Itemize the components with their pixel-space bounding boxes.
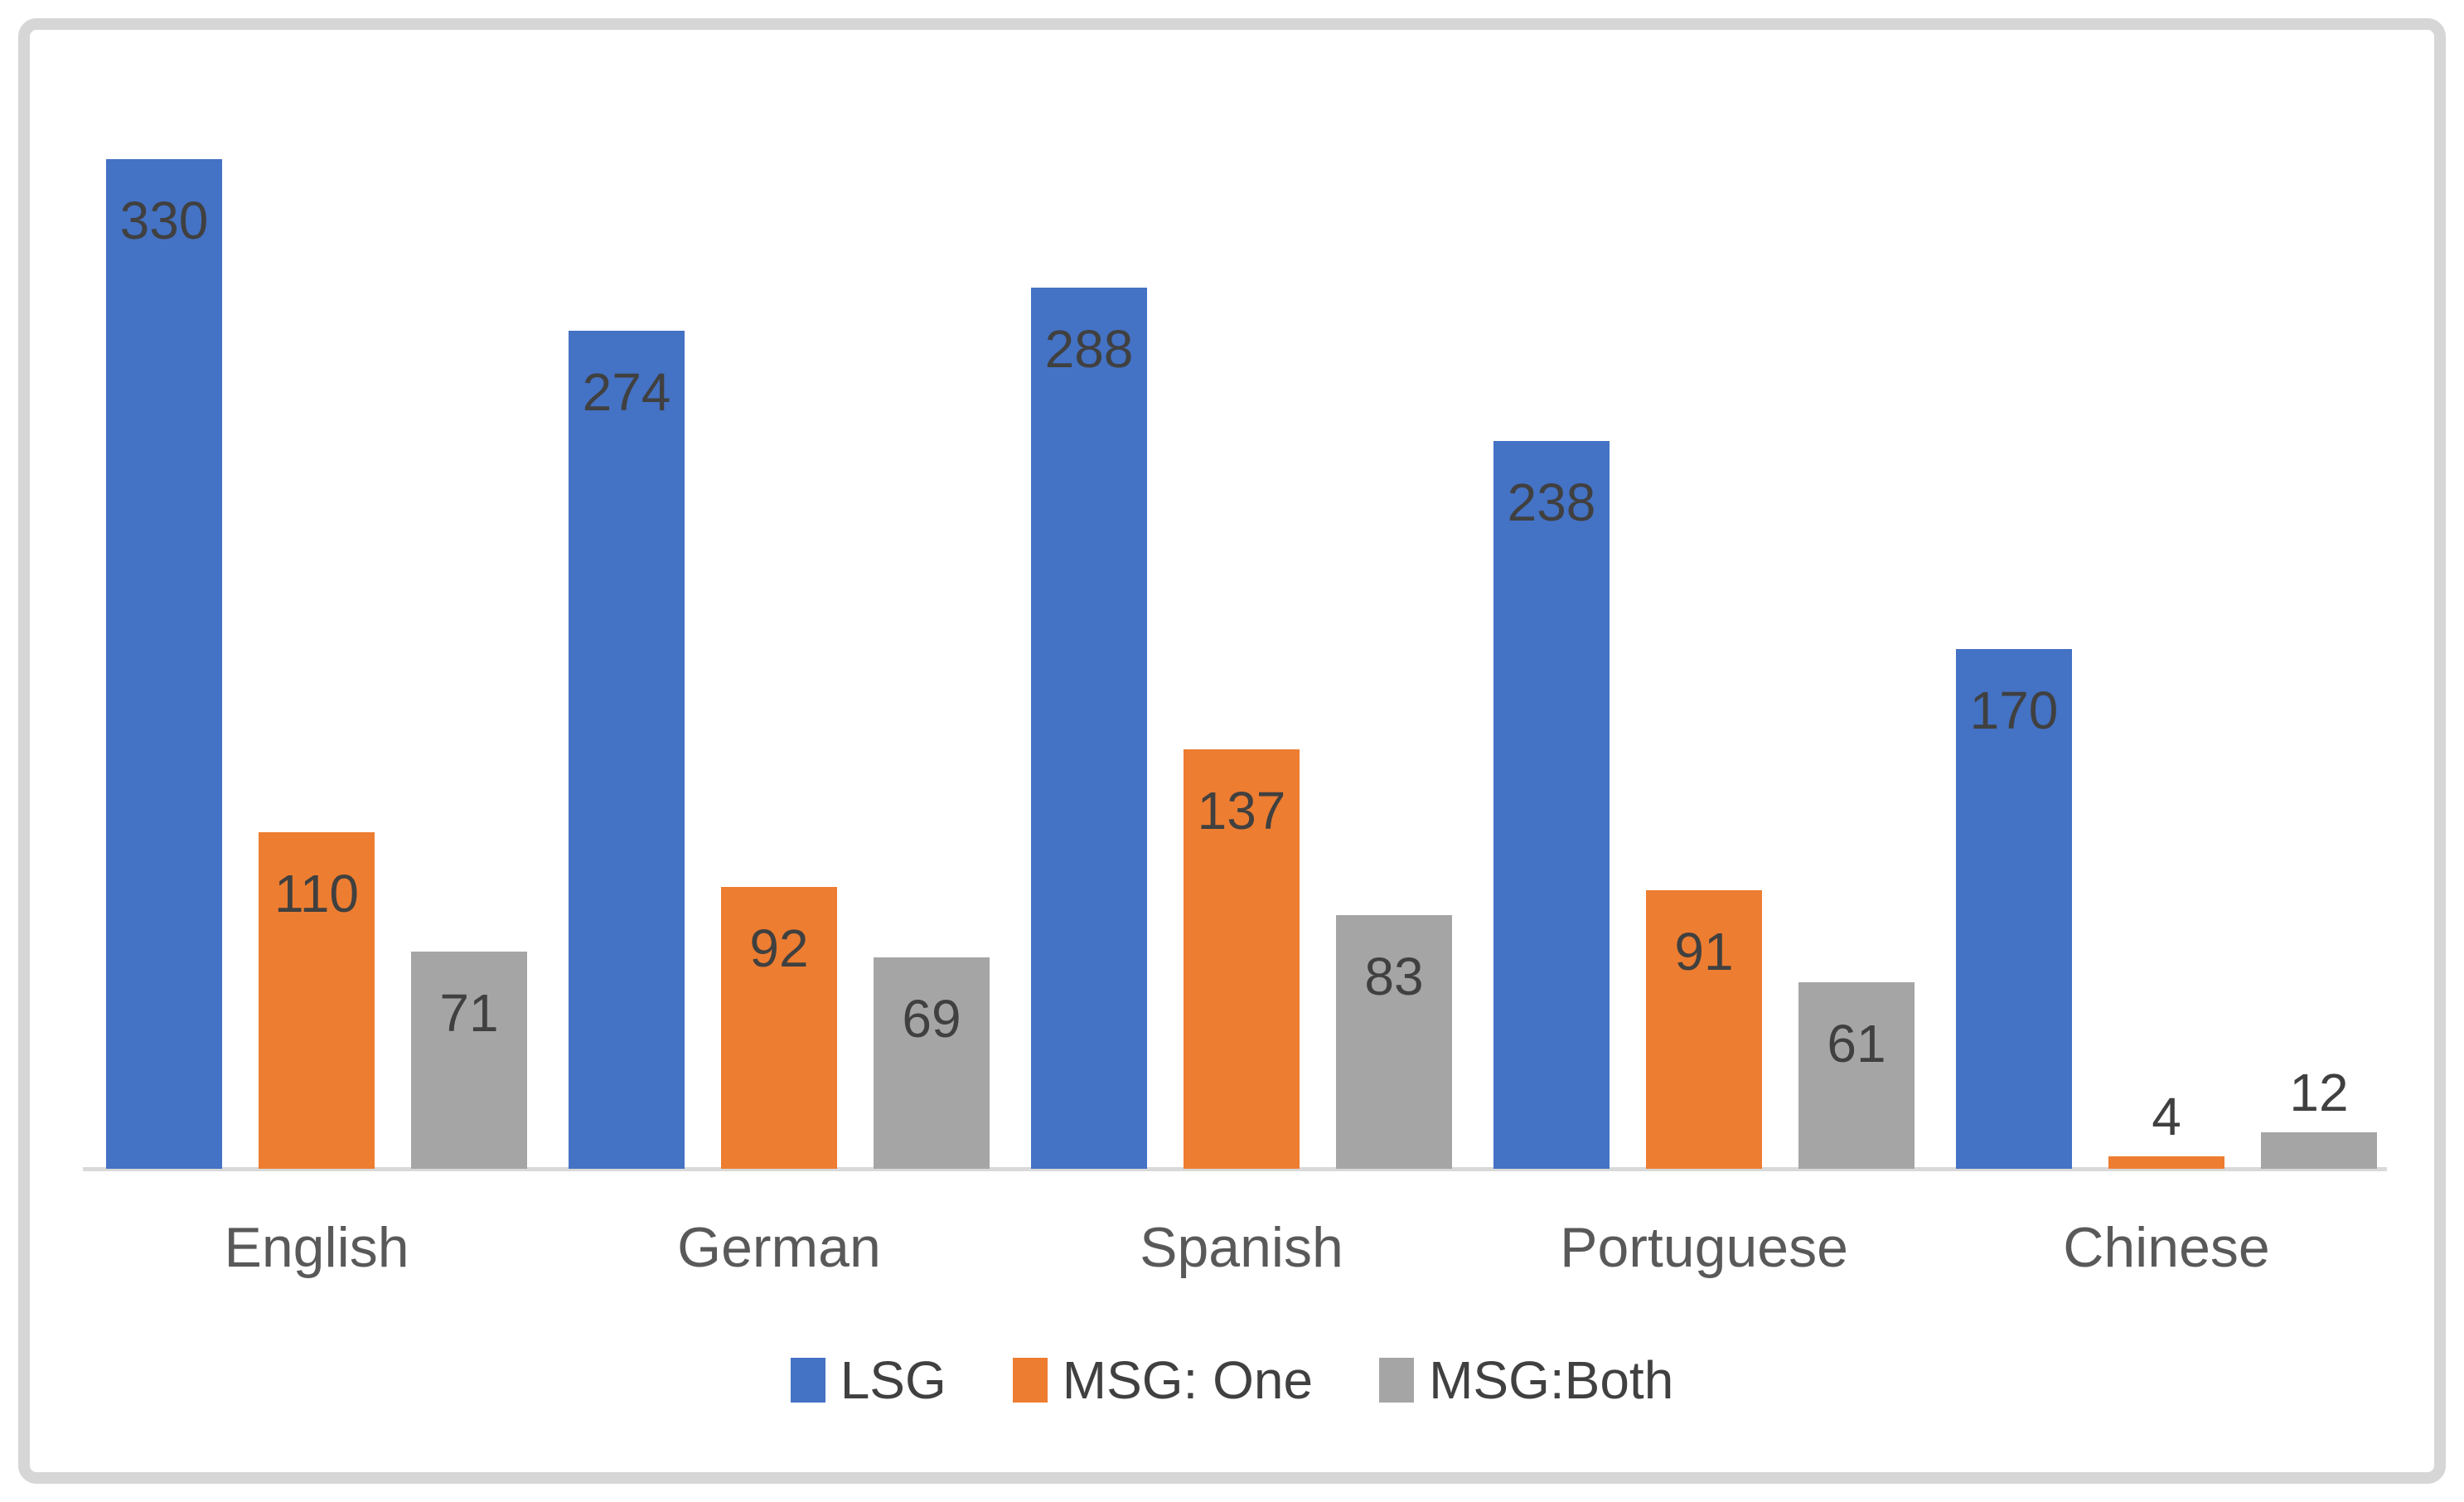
legend: LSG MSG: One MSG:Both [0, 1349, 2464, 1411]
legend-item-lsg: LSG [790, 1349, 946, 1411]
data-label-lsg-spanish: 288 [1044, 319, 1134, 379]
category-label-english: English [224, 1216, 409, 1279]
data-label-msg-one-spanish: 137 [1197, 781, 1286, 841]
category-label-german: German [677, 1216, 881, 1279]
bar-msg-one-chinese: 4 [2108, 1090, 2224, 1169]
bar-msg-one-portuguese: 91 [1646, 890, 1762, 1169]
data-label-msg-both-german: 69 [902, 989, 961, 1049]
data-label-msg-both-spanish: 83 [1364, 947, 1424, 1006]
legend-swatch-icon [1379, 1358, 1415, 1403]
data-label-lsg-chinese: 170 [1969, 681, 2059, 740]
bar-group-chinese: 170 4 12 [1956, 124, 2377, 1169]
legend-label: MSG: One [1062, 1350, 1314, 1410]
data-label-msg-both-portuguese: 61 [1827, 1014, 1886, 1073]
bar-group-german: 274 92 69 [569, 124, 990, 1169]
bar-lsg-chinese: 170 [1956, 649, 2072, 1169]
data-label-msg-one-chinese: 4 [2152, 1087, 2181, 1146]
bar-lsg-german: 274 [569, 331, 685, 1169]
legend-swatch-icon [790, 1358, 825, 1403]
bar-lsg-spanish: 288 [1031, 288, 1147, 1169]
data-label-msg-one-german: 92 [749, 918, 809, 978]
bar-msg-one-german: 92 [721, 887, 837, 1169]
category-label-spanish: Spanish [1140, 1216, 1343, 1279]
legend-item-msg-both: MSG:Both [1379, 1349, 1673, 1411]
data-label-msg-one-english: 110 [274, 864, 360, 923]
category-axis: English German Spanish Portuguese Chinese [106, 1215, 2377, 1280]
bar-lsg-portuguese: 238 [1493, 441, 1610, 1169]
bar-msg-both-german: 69 [874, 957, 990, 1169]
x-axis-line [83, 1167, 2387, 1171]
data-label-msg-both-english: 71 [439, 983, 499, 1043]
bar-lsg-english: 330 [106, 159, 222, 1169]
category-label-portuguese: Portuguese [1560, 1216, 1848, 1279]
bar-group-english: 330 110 71 [106, 124, 527, 1169]
bar-msg-both-spanish: 83 [1336, 915, 1452, 1169]
bar-msg-both-chinese: 12 [2261, 1066, 2377, 1169]
data-label-lsg-german: 274 [582, 362, 671, 422]
bar-msg-both-portuguese: 61 [1798, 982, 1915, 1169]
data-label-lsg-english: 330 [119, 191, 209, 250]
data-label-msg-one-portuguese: 91 [1674, 922, 1734, 981]
legend-item-msg-one: MSG: One [1012, 1349, 1314, 1411]
bar-msg-both-english: 71 [411, 952, 527, 1169]
bar-msg-one-english: 110 [259, 832, 375, 1169]
legend-label: LSG [840, 1350, 946, 1410]
bar-group-portuguese: 238 91 61 [1493, 124, 1915, 1169]
legend-swatch-icon [1012, 1358, 1048, 1403]
plot-area: 330 110 71 274 92 69 288 137 83 238 91 61 170 4 12 [106, 124, 2377, 1169]
bar-msg-one-spanish: 137 [1184, 749, 1300, 1169]
data-label-lsg-portuguese: 238 [1507, 472, 1596, 532]
category-label-chinese: Chinese [2063, 1216, 2270, 1279]
legend-label: MSG:Both [1429, 1350, 1674, 1410]
data-label-msg-both-chinese: 12 [2289, 1063, 2349, 1122]
bar-group-spanish: 288 137 83 [1031, 124, 1452, 1169]
